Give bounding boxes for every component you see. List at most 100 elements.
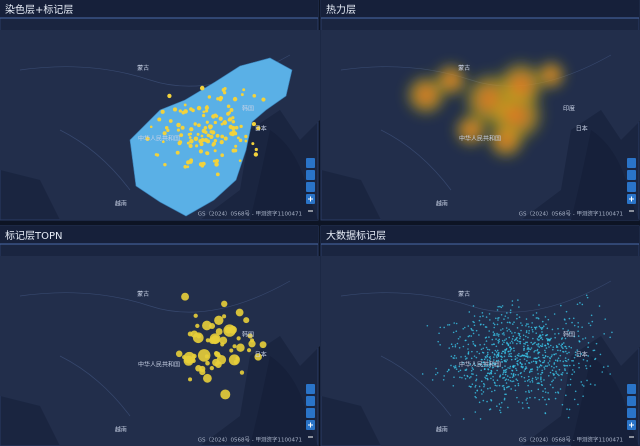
data-point bbox=[534, 349, 536, 352]
data-point bbox=[482, 361, 485, 364]
data-point bbox=[544, 387, 546, 390]
marker-dot bbox=[213, 120, 218, 125]
map-control[interactable] bbox=[306, 182, 315, 192]
data-point bbox=[475, 374, 478, 377]
data-point bbox=[492, 331, 495, 333]
data-point bbox=[490, 377, 492, 380]
map-control[interactable] bbox=[627, 182, 636, 192]
data-point bbox=[573, 335, 576, 338]
data-point bbox=[470, 373, 473, 375]
data-point bbox=[526, 353, 529, 355]
data-point bbox=[506, 312, 508, 314]
marker-dot bbox=[176, 122, 181, 128]
data-point bbox=[526, 359, 528, 362]
topn-marker bbox=[196, 333, 202, 339]
marker-dot bbox=[220, 153, 224, 157]
heat-layer bbox=[404, 59, 567, 160]
data-point bbox=[544, 316, 547, 318]
data-point bbox=[486, 377, 489, 380]
data-point bbox=[609, 373, 611, 375]
data-point bbox=[511, 300, 514, 302]
map-control[interactable] bbox=[306, 384, 315, 394]
copyright: GS（2024）0568号 - 甲测资字1100471 bbox=[198, 210, 302, 218]
marker-dot bbox=[149, 125, 153, 129]
data-point bbox=[534, 376, 537, 379]
data-point bbox=[509, 346, 511, 348]
data-point bbox=[495, 338, 497, 340]
data-point bbox=[549, 371, 552, 374]
marker-dot bbox=[203, 126, 208, 130]
data-point bbox=[439, 326, 442, 329]
data-point bbox=[453, 365, 455, 368]
data-point bbox=[472, 329, 474, 332]
map-control[interactable] bbox=[627, 170, 636, 180]
data-point bbox=[524, 343, 527, 345]
data-point bbox=[478, 363, 480, 366]
data-point bbox=[544, 349, 546, 352]
data-point bbox=[473, 362, 476, 364]
map-control[interactable] bbox=[306, 158, 315, 168]
data-point bbox=[537, 356, 540, 359]
data-point bbox=[503, 318, 505, 320]
topn-marker bbox=[236, 336, 241, 341]
topn-marker bbox=[202, 320, 212, 331]
data-point bbox=[516, 314, 518, 316]
data-point bbox=[500, 313, 503, 316]
map-control[interactable] bbox=[306, 408, 315, 418]
data-point bbox=[542, 356, 545, 359]
data-point bbox=[562, 342, 565, 344]
data-point bbox=[519, 342, 521, 345]
data-point bbox=[511, 342, 514, 344]
data-point bbox=[508, 355, 510, 357]
marker-dot bbox=[219, 140, 224, 145]
topn-marker bbox=[243, 317, 250, 324]
data-point bbox=[527, 406, 530, 409]
data-point bbox=[549, 344, 552, 347]
data-point bbox=[536, 343, 538, 346]
marker-dot bbox=[220, 122, 224, 126]
data-point bbox=[466, 375, 469, 378]
map-control[interactable] bbox=[627, 158, 636, 168]
data-point bbox=[530, 341, 533, 344]
data-point bbox=[452, 357, 455, 359]
data-point bbox=[469, 363, 472, 366]
map-control[interactable] bbox=[627, 408, 636, 418]
map-control[interactable] bbox=[306, 396, 315, 406]
border bbox=[19, 280, 291, 417]
data-point bbox=[506, 375, 509, 377]
data-point bbox=[587, 346, 589, 349]
map-control[interactable] bbox=[627, 396, 636, 406]
data-point bbox=[524, 368, 526, 371]
data-point bbox=[496, 369, 498, 372]
data-point bbox=[541, 320, 544, 323]
data-point bbox=[519, 358, 521, 361]
data-point bbox=[554, 359, 557, 362]
data-point bbox=[461, 376, 463, 379]
topn-marker bbox=[205, 338, 210, 343]
data-point bbox=[548, 339, 551, 342]
data-point bbox=[533, 357, 535, 360]
data-point bbox=[475, 378, 478, 381]
marker-dot bbox=[242, 88, 246, 92]
map-control[interactable] bbox=[306, 170, 315, 180]
data-point bbox=[598, 305, 601, 307]
data-point bbox=[505, 327, 508, 329]
map-control[interactable] bbox=[627, 384, 636, 394]
data-point bbox=[567, 384, 569, 386]
marker-dot bbox=[178, 140, 183, 144]
data-point bbox=[539, 326, 542, 329]
data-point bbox=[496, 379, 499, 382]
map-label: 越南 bbox=[436, 425, 448, 433]
data-point bbox=[525, 318, 528, 320]
data-point bbox=[492, 379, 495, 381]
data-point bbox=[561, 337, 564, 339]
marker-dot bbox=[164, 125, 169, 130]
data-point bbox=[503, 355, 506, 358]
topn-marker bbox=[213, 351, 219, 356]
data-point bbox=[527, 375, 530, 378]
data-point bbox=[450, 343, 453, 346]
data-point bbox=[525, 323, 528, 325]
marker-dot bbox=[175, 150, 180, 155]
data-point bbox=[521, 402, 524, 404]
